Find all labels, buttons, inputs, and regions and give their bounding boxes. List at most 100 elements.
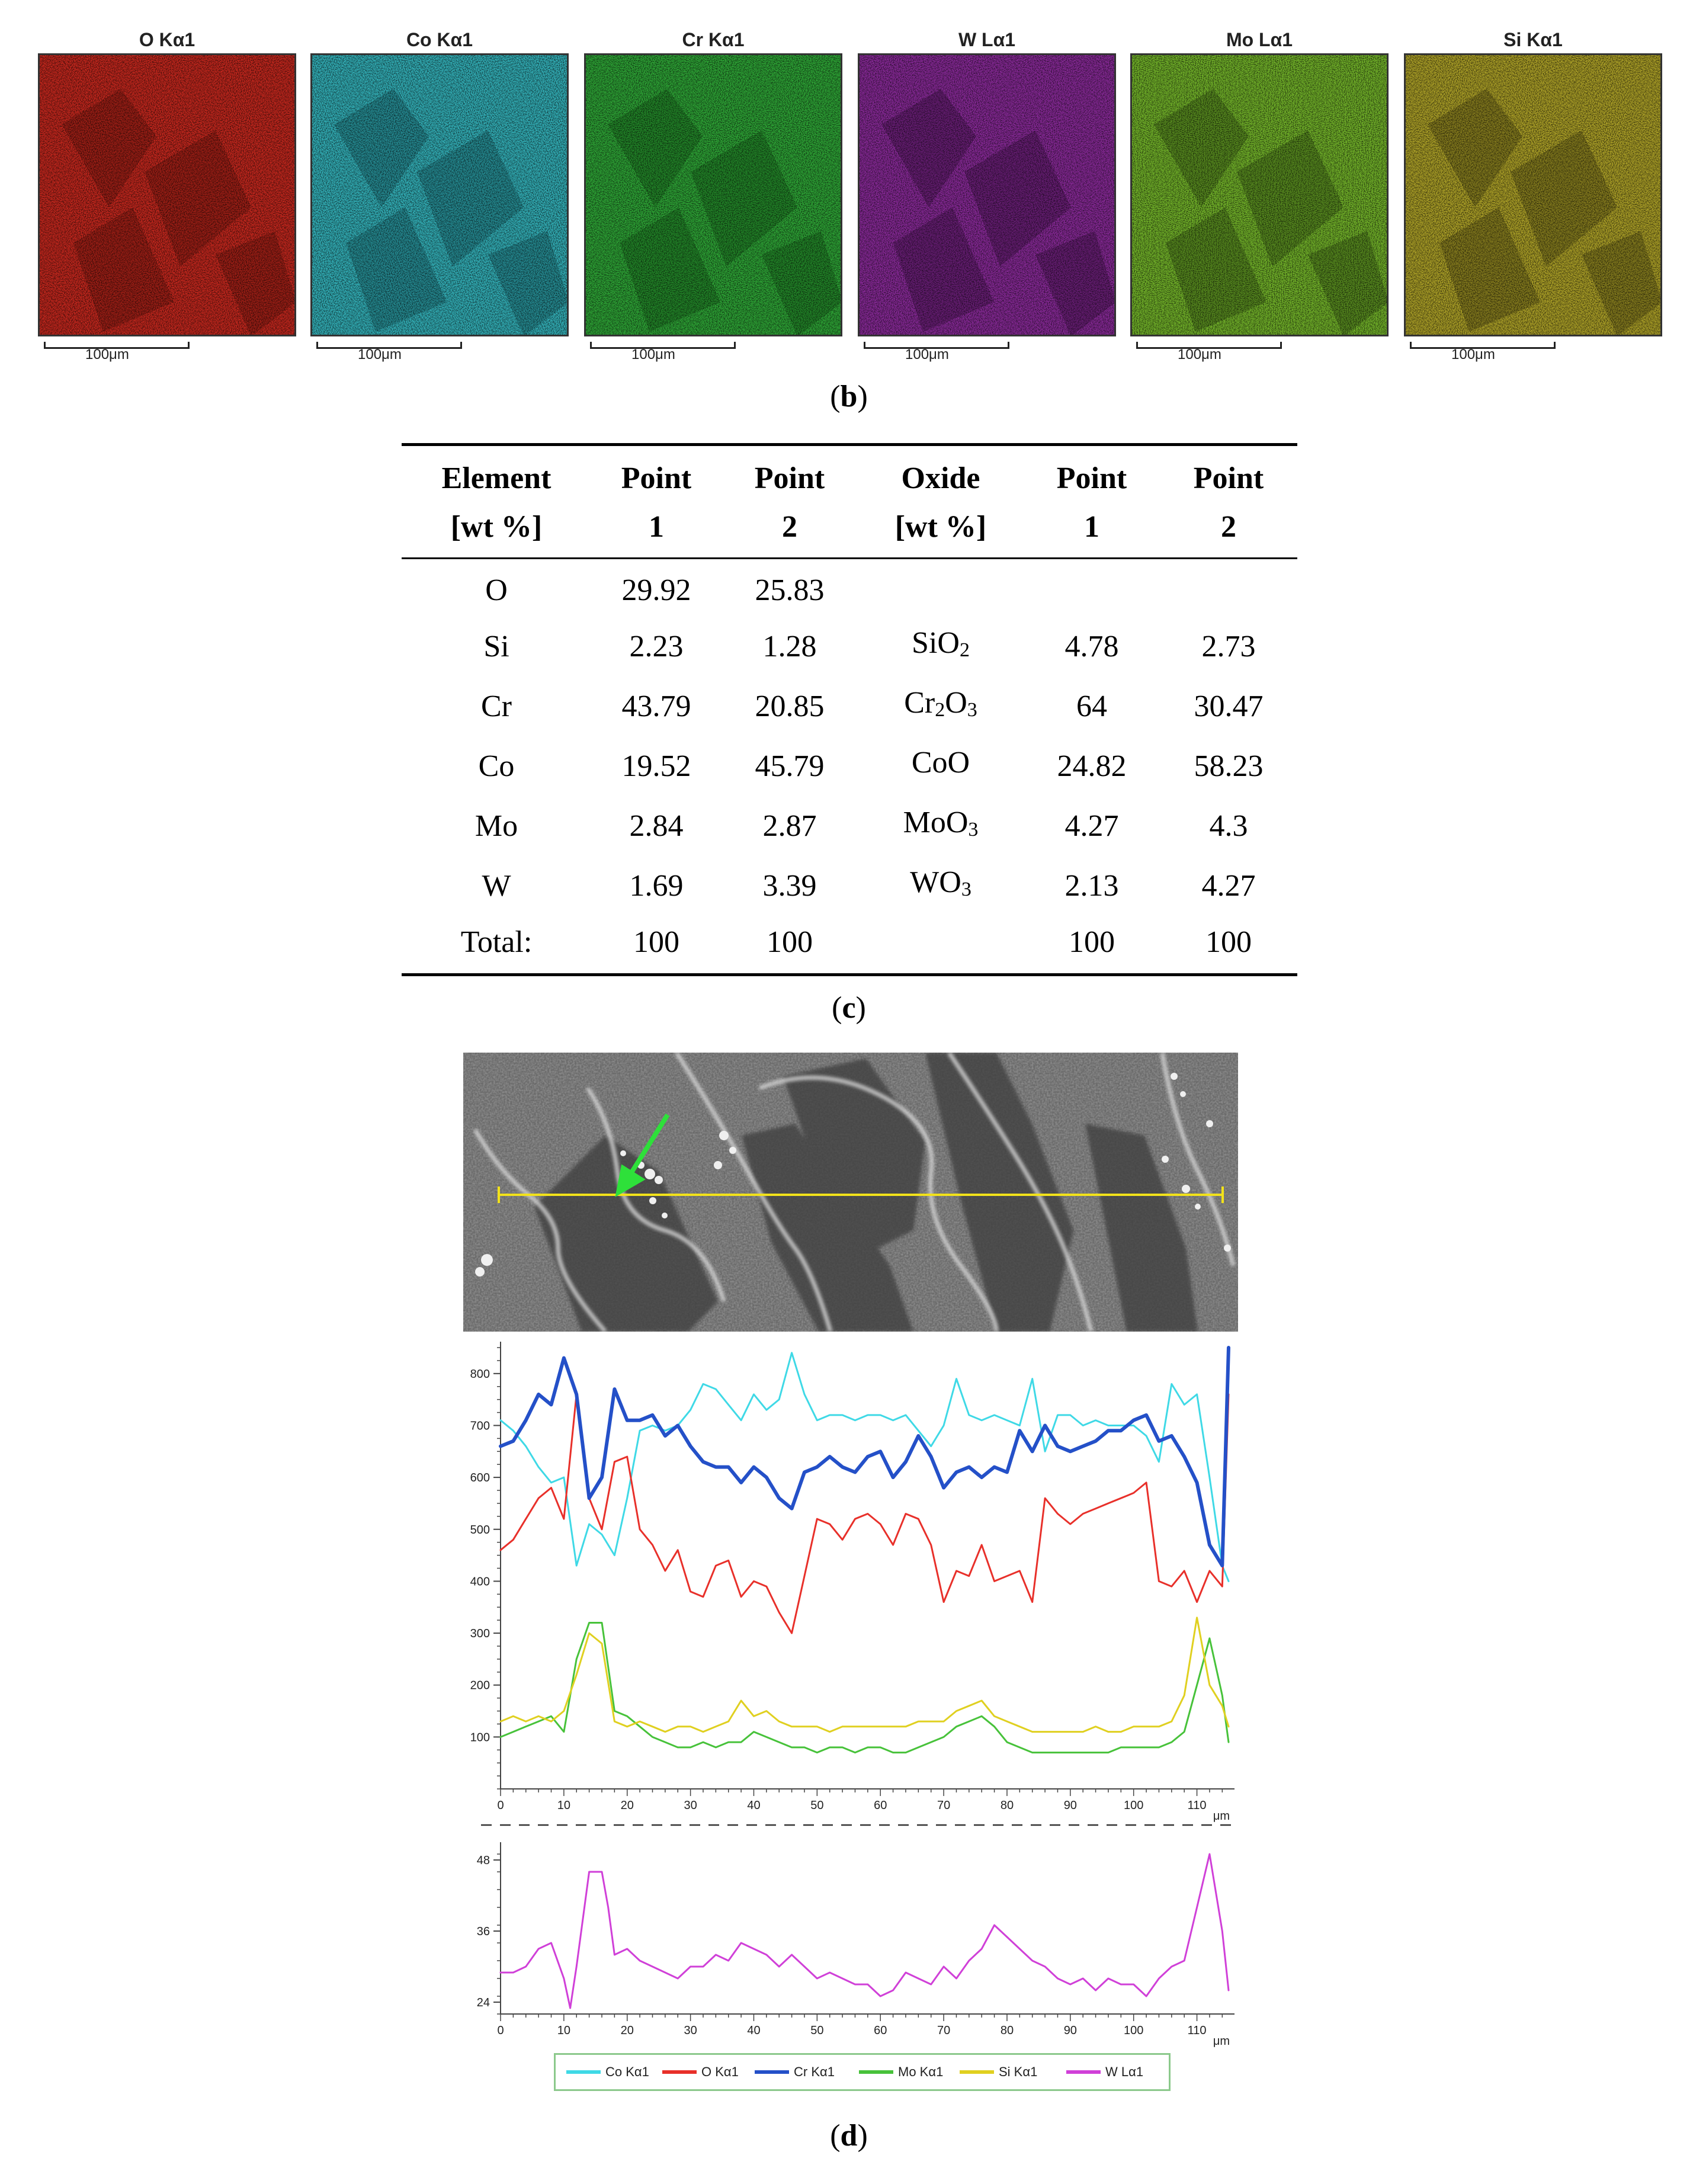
point2-cell: 20.85 — [755, 689, 825, 723]
table-header: [wt %] — [894, 510, 987, 544]
oxide-subscript: 2 — [959, 639, 970, 661]
point2-cell: 3.39 — [762, 869, 817, 903]
oxide-point2-cell: 58.23 — [1194, 749, 1264, 783]
scale-bar-label: 100μm — [905, 347, 949, 363]
arrow-icon — [615, 1113, 670, 1197]
x-tick-label: 0 — [497, 2024, 504, 2037]
oxide-point1-cell: 64 — [1076, 689, 1107, 723]
legend-label: O Kα1 — [701, 2064, 739, 2079]
x-tick-label: 50 — [810, 2024, 823, 2037]
legend-item: O Kα1 — [662, 2055, 739, 2089]
series-line — [499, 1352, 1230, 1582]
table-row: O 29.92 25.83 — [402, 559, 1297, 617]
point1-cell: 43.79 — [621, 689, 691, 723]
oxide-point1-cell: 24.82 — [1057, 749, 1127, 783]
element-cell: Co — [478, 749, 515, 783]
caption-d: (d) — [830, 2119, 868, 2153]
oxide-cell: MoO3 — [858, 796, 1024, 856]
oxide-text: CoO — [911, 746, 970, 780]
y-tick-label: 24 — [477, 1996, 490, 2009]
element-cell: Cr — [481, 689, 512, 723]
map-title: Si Kα1 — [1503, 29, 1563, 50]
x-axis-label: μm — [1213, 2035, 1230, 2048]
x-tick-label: 80 — [1001, 2024, 1014, 2037]
map-title: W Lα1 — [958, 29, 1016, 50]
table-header: 2 — [1221, 510, 1236, 544]
point2-cell: 1.28 — [762, 630, 817, 663]
x-tick-label: 40 — [747, 2024, 760, 2037]
x-axis-label: μm — [1213, 1810, 1230, 1823]
legend-label: W Lα1 — [1105, 2064, 1144, 2079]
y-tick-label: 500 — [470, 1524, 490, 1537]
legend-swatch — [1066, 2070, 1101, 2074]
series-line — [499, 1853, 1230, 2009]
table-header: 1 — [649, 510, 664, 544]
point1-cell: 2.23 — [629, 630, 684, 663]
x-tick-label: 10 — [557, 1799, 570, 1812]
legend-swatch — [755, 2070, 789, 2074]
y-tick-label: 600 — [470, 1471, 490, 1484]
map-title: Mo Lα1 — [1226, 29, 1293, 50]
oxide-point2-cell: 100 — [1205, 925, 1252, 959]
series-line — [499, 1346, 1230, 1568]
scale-bar-label: 100μm — [358, 347, 402, 363]
table-header: Point — [754, 461, 825, 495]
scale-bar-label: 100μm — [631, 347, 675, 363]
x-tick-label: 30 — [684, 1799, 697, 1812]
legend-item: W Lα1 — [1066, 2055, 1143, 2089]
scale-bar-label: 100μm — [1451, 347, 1495, 363]
legend-item: Si Kα1 — [960, 2055, 1037, 2089]
series-line — [499, 1622, 1230, 1754]
oxide-cell — [858, 916, 1024, 975]
x-tick-label: 110 — [1188, 1799, 1207, 1812]
oxide-point1-cell: 4.78 — [1064, 630, 1119, 663]
element-cell: O — [485, 573, 508, 607]
map-title: Cr Kα1 — [682, 29, 745, 50]
x-tick-label: 70 — [937, 2024, 950, 2037]
line-scan-chart-main: 0 10 20 30 40 50 60 70 80 90 100 110 μm 100 200 300 400 5… — [470, 1342, 1235, 1826]
y-tick-label: 700 — [470, 1419, 490, 1432]
oxide-cell: CoO — [858, 736, 1024, 796]
oxide-point1-cell: 4.27 — [1064, 809, 1119, 843]
x-tick-label: 10 — [557, 2024, 570, 2037]
oxide-cell — [858, 559, 1024, 617]
legend-label: Mo Kα1 — [898, 2064, 944, 2079]
y-tick-label: 800 — [470, 1368, 490, 1381]
table-row: Mo 2.84 2.87 MoO3 4.27 4.3 — [402, 796, 1297, 856]
oxide-text: O — [945, 686, 967, 720]
x-tick-label: 30 — [684, 2024, 697, 2037]
eds-map-image — [38, 53, 296, 336]
sem-micrograph — [463, 1053, 1238, 1332]
legend-item: Co Kα1 — [566, 2055, 649, 2089]
table-header: Point — [1056, 461, 1127, 495]
oxide-text: SiO — [912, 626, 960, 660]
table-header: [wt %] — [450, 510, 543, 544]
table-row: Si 2.23 1.28 SiO2 4.78 2.73 — [402, 617, 1297, 676]
element-cell: Total: — [460, 925, 533, 959]
oxide-point1-cell — [1024, 559, 1160, 617]
y-tick-label: 48 — [477, 1854, 490, 1867]
oxide-point2-cell: 30.47 — [1194, 689, 1264, 723]
x-tick-label: 20 — [621, 2024, 634, 2037]
x-tick-label: 70 — [937, 1799, 950, 1812]
x-tick-label: 20 — [621, 1799, 634, 1812]
scale-bar-label: 100μm — [1178, 347, 1221, 363]
oxide-subscript: 3 — [967, 699, 977, 721]
legend-swatch — [859, 2070, 893, 2074]
y-tick-label: 36 — [477, 1925, 490, 1938]
x-tick-label: 40 — [747, 1799, 760, 1812]
chart-legend: Co Kα1 O Kα1 Cr Kα1 Mo Kα1 Si Kα1 W Lα1 — [554, 2053, 1171, 2091]
map-title: O Kα1 — [139, 29, 195, 50]
point1-cell: 29.92 — [621, 573, 691, 607]
table-row: Total: 100 100 100 100 — [402, 916, 1297, 975]
eds-map-image — [310, 53, 569, 336]
oxide-text: MoO — [903, 806, 969, 839]
y-tick-label: 400 — [470, 1575, 490, 1588]
table-header: Point — [1193, 461, 1264, 495]
table-row: Cr 43.79 20.85 Cr2O3 64 30.47 — [402, 676, 1297, 736]
eds-map-image — [858, 53, 1116, 336]
point2-cell: 25.83 — [755, 573, 825, 607]
element-cell: W — [482, 869, 511, 903]
oxide-point1-cell: 100 — [1069, 925, 1115, 959]
line-scan-chart-w: 0 10 20 30 40 50 60 70 80 90 100 110 μm 24 36 48 — [477, 1842, 1235, 2048]
